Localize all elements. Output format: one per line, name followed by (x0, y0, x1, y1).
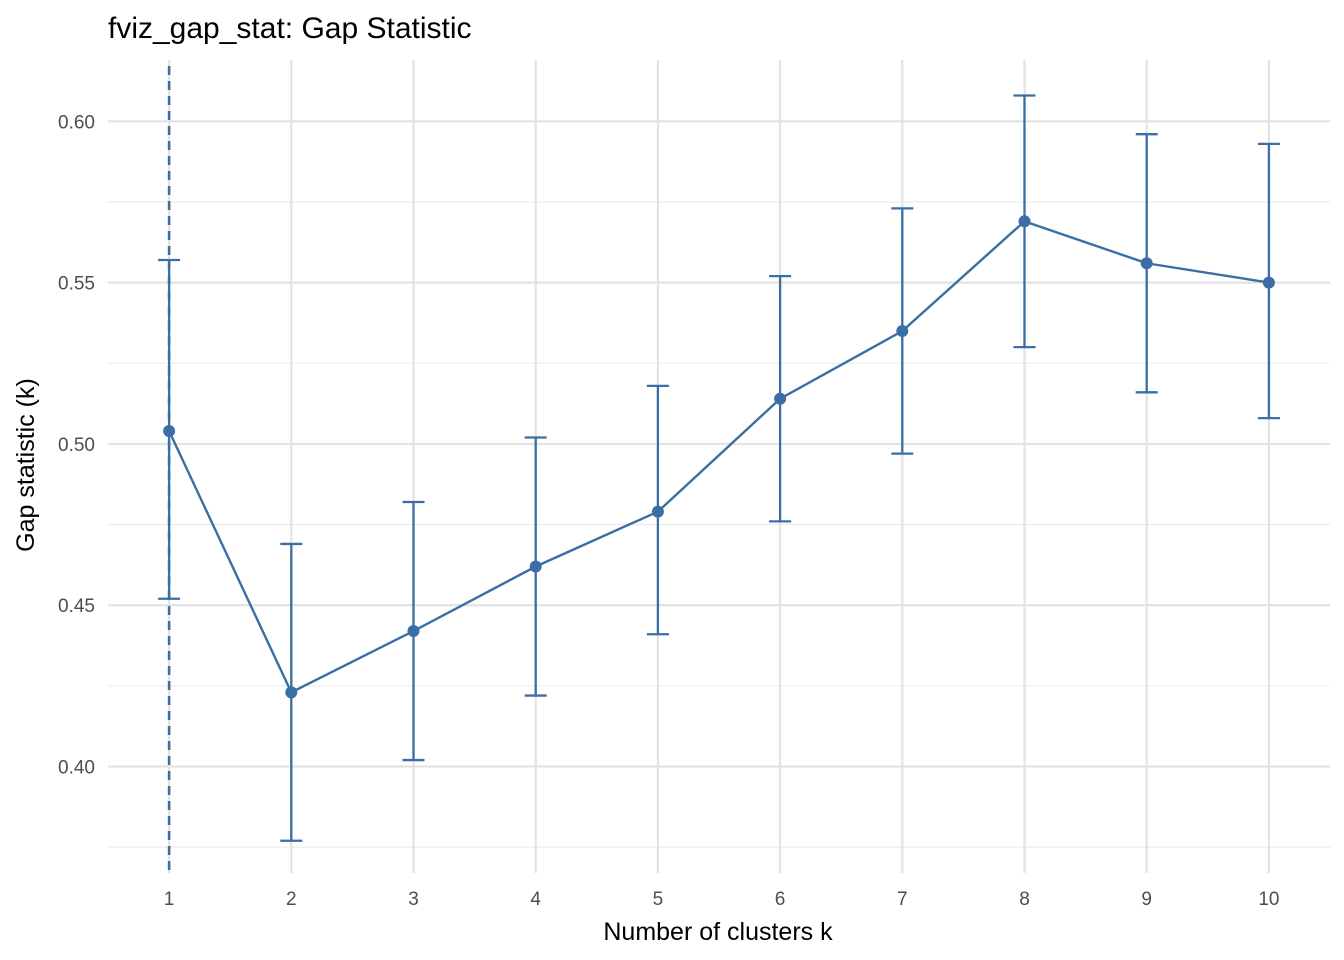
x-tick-label: 7 (897, 889, 908, 910)
y-tick-labels: 0.40 0.45 0.50 0.55 0.60 (58, 112, 95, 778)
x-tick-label: 3 (408, 889, 419, 910)
y-tick-label: 0.50 (58, 435, 95, 456)
data-point (896, 325, 909, 337)
x-tick-label: 6 (775, 889, 786, 910)
data-point (651, 505, 664, 518)
y-tick-label: 0.55 (58, 274, 95, 295)
data-point (163, 425, 176, 438)
x-tick-label: 4 (530, 889, 541, 910)
data-point (1262, 276, 1275, 289)
data-point (1140, 257, 1153, 270)
x-tick-label: 9 (1141, 889, 1152, 910)
x-tick-label: 10 (1258, 889, 1279, 910)
x-tick-label: 5 (653, 889, 664, 910)
chart-title: fviz_gap_stat: Gap Statistic (108, 12, 472, 45)
x-axis-title: Number of clusters k (603, 918, 833, 946)
data-point (407, 625, 420, 638)
x-tick-label: 1 (164, 889, 175, 910)
data-point (774, 392, 787, 405)
data-point (529, 560, 542, 573)
x-tick-labels: 1 2 3 4 5 6 7 8 9 10 (164, 889, 1280, 910)
x-tick-label: 8 (1019, 889, 1030, 910)
y-tick-label: 0.40 (58, 758, 95, 779)
y-axis-title: Gap statistic (k) (12, 378, 40, 552)
x-tick-label: 2 (286, 889, 297, 910)
data-point (285, 686, 298, 699)
gap-statistic-line (168, 219, 1270, 694)
series-line-layer (168, 219, 1270, 694)
y-tick-label: 0.45 (58, 596, 95, 617)
data-points (163, 215, 1275, 699)
data-point (1018, 215, 1031, 228)
error-bars (158, 94, 1280, 842)
y-tick-label: 0.60 (58, 112, 95, 133)
